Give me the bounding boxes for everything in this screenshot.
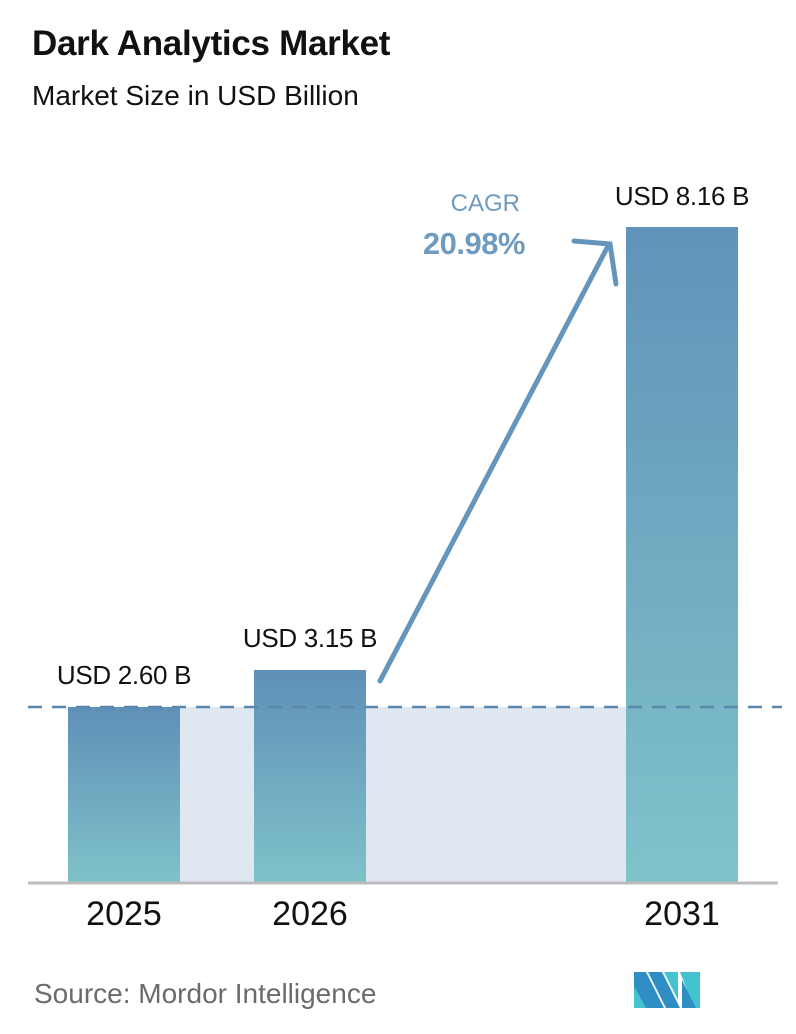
bar-label-2026: USD 3.15 B <box>242 623 378 653</box>
reference-band <box>180 707 626 883</box>
bar-2026 <box>254 670 366 883</box>
bar-label-2031: USD 8.16 B <box>614 181 750 211</box>
x-tick-2026: 2026 <box>272 895 348 933</box>
chart-title: Dark Analytics Market <box>32 24 391 63</box>
cagr-label: CAGR <box>450 190 520 217</box>
bar-2031 <box>626 227 738 883</box>
bar-label-2025: USD 2.60 B <box>56 660 192 690</box>
cagr-arrow-icon <box>377 238 619 684</box>
bar-2025 <box>68 707 180 883</box>
x-tick-2025: 2025 <box>86 895 162 933</box>
chart-subtitle: Market Size in USD Billion <box>32 80 359 111</box>
mordor-intelligence-logo-icon <box>634 972 700 1008</box>
source-note: Source: Mordor Intelligence <box>34 978 377 1009</box>
x-tick-2031: 2031 <box>644 895 720 933</box>
cagr-value: 20.98% <box>422 226 526 261</box>
